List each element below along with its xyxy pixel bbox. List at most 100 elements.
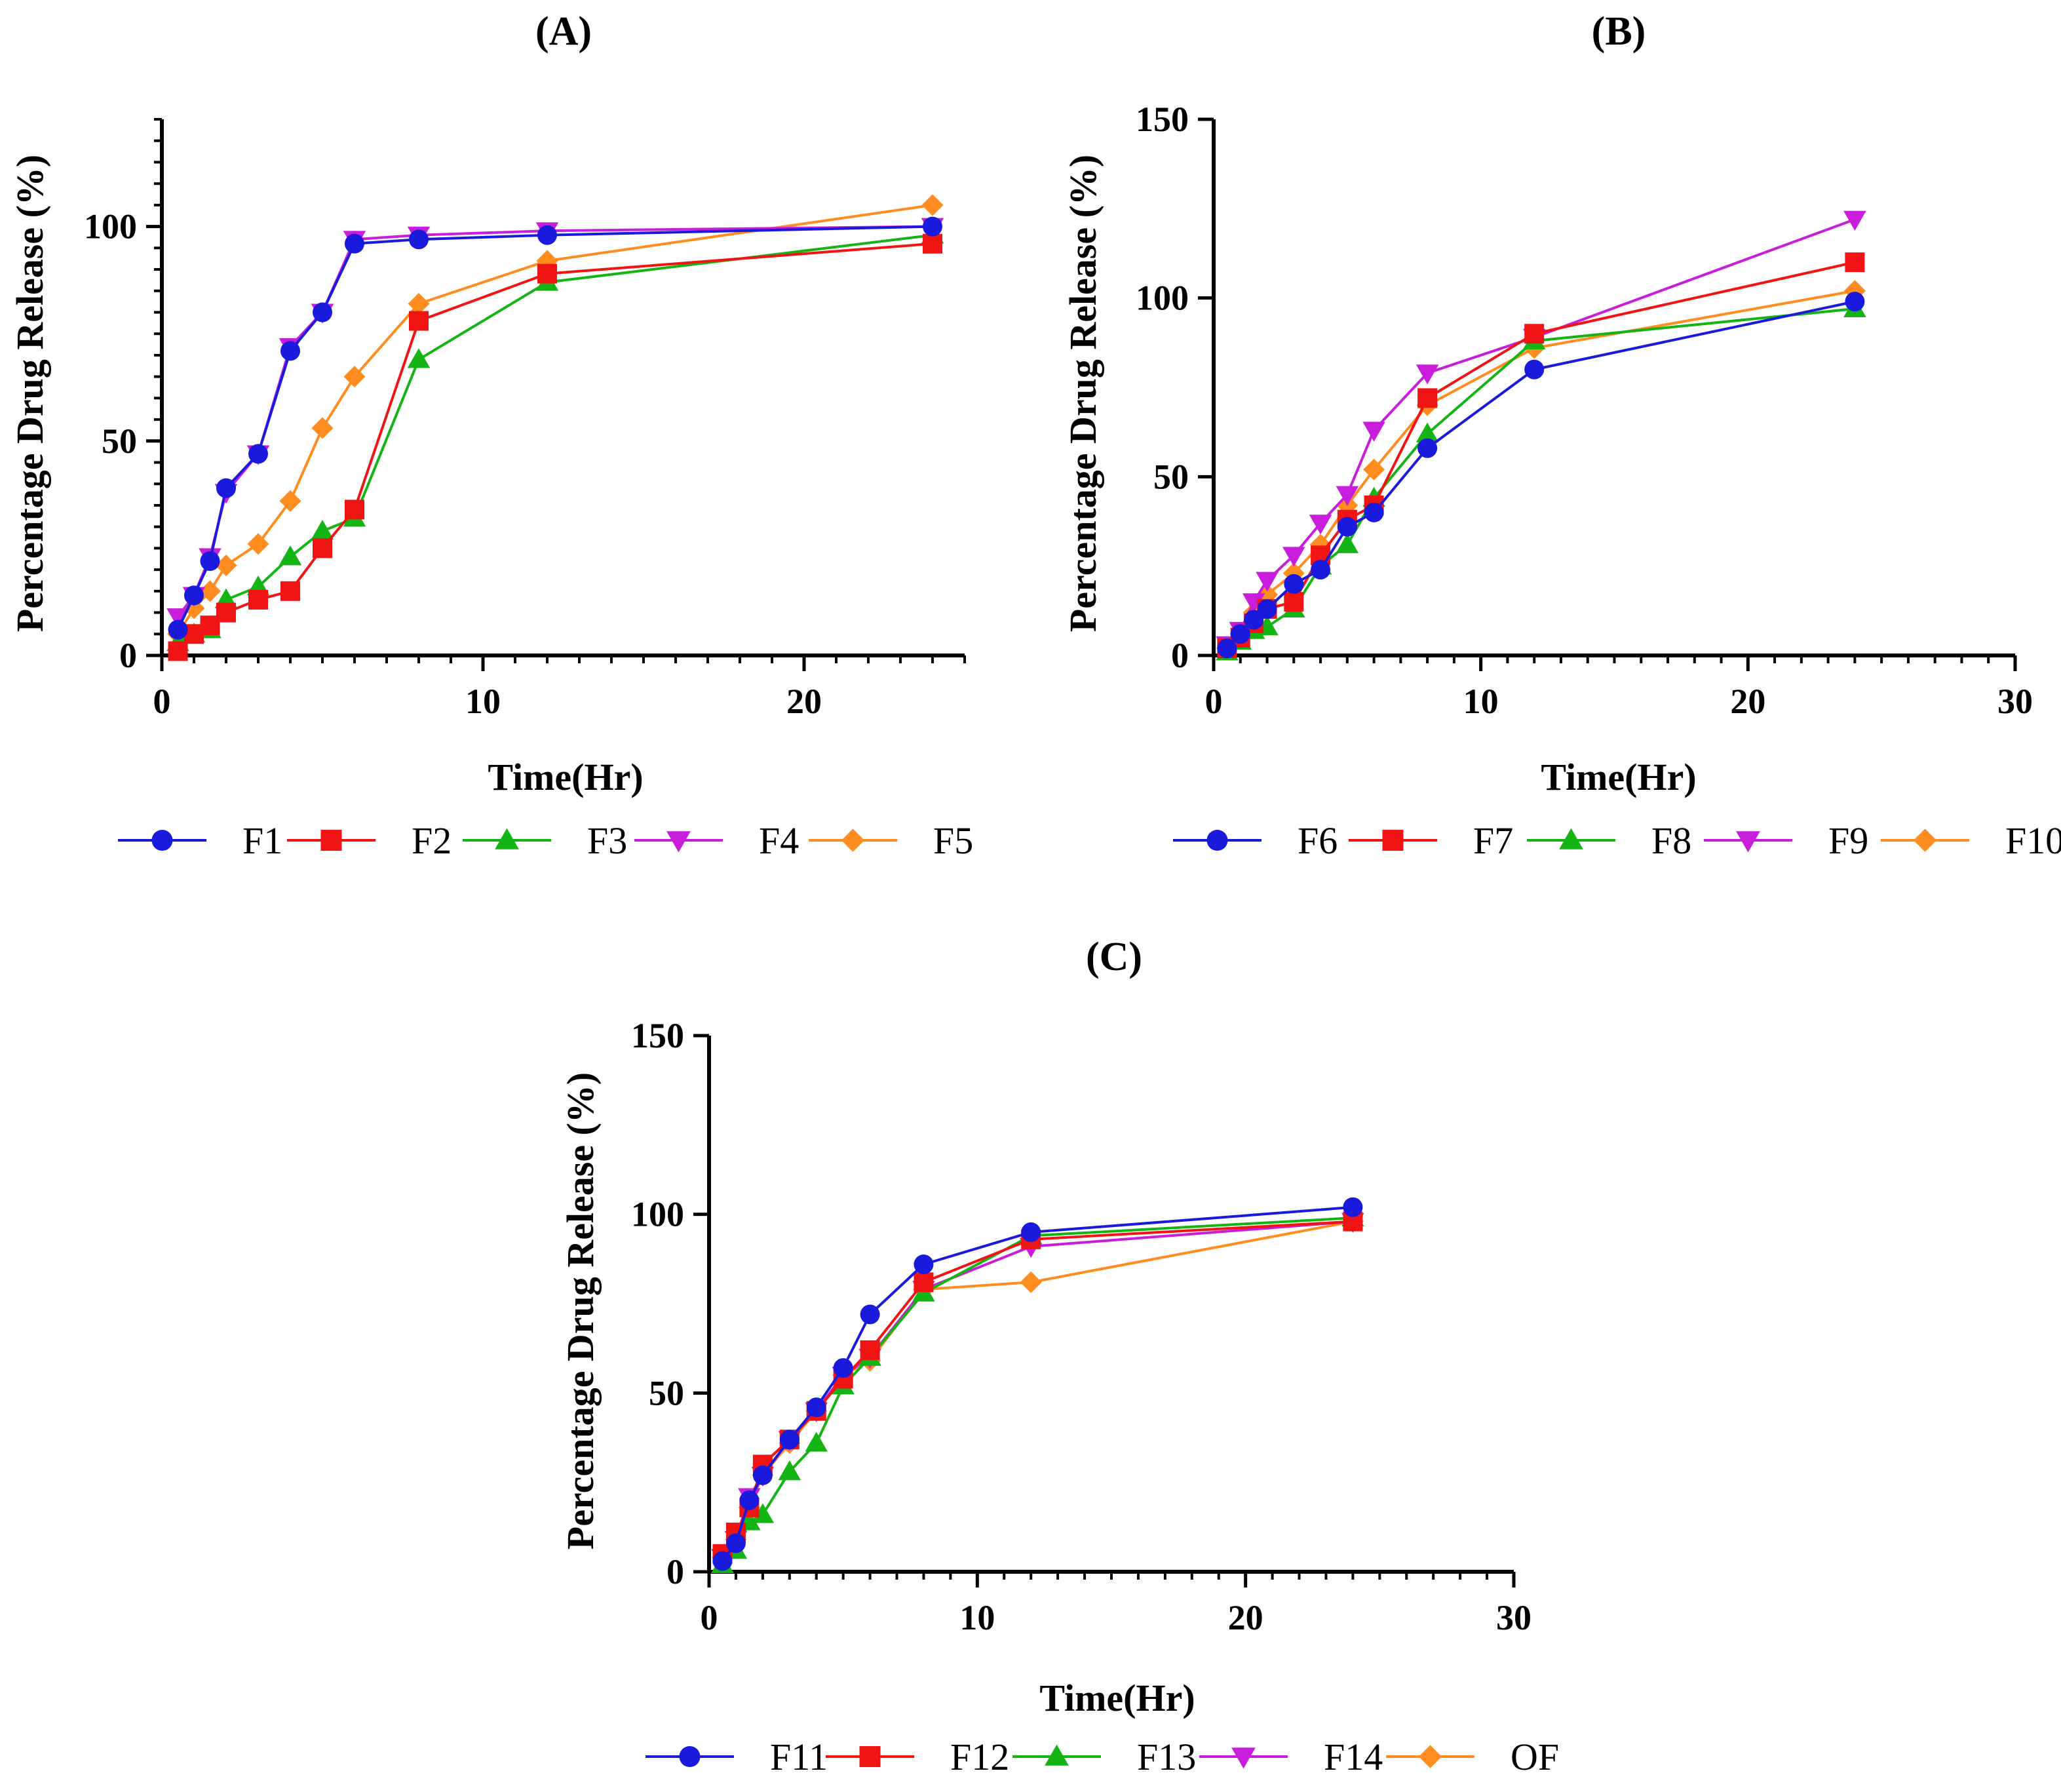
legend-item-f7: F7 [1349, 819, 1513, 862]
data-point [345, 233, 364, 254]
y-tick-label: 50 [1153, 457, 1189, 496]
legend-item-f5: F5 [809, 819, 973, 862]
data-point [712, 1551, 733, 1571]
panel-a-legend: F1 F2 F3 F4 F5 [118, 819, 973, 862]
legend-item-f6: F6 [1173, 819, 1338, 862]
legend-swatch-marker [151, 830, 173, 851]
data-point [1416, 364, 1439, 385]
x-tick-label: 20 [786, 682, 822, 721]
data-point [778, 1460, 801, 1481]
data-point [215, 555, 237, 577]
legend-swatch-marker [495, 828, 519, 849]
data-point [168, 641, 188, 661]
data-point [1244, 610, 1264, 630]
x-tick-label: 30 [1496, 1598, 1531, 1637]
legend-label: F13 [1137, 1736, 1196, 1778]
data-point [1845, 252, 1865, 273]
data-point [1282, 547, 1305, 567]
data-point [1363, 458, 1385, 480]
data-point [1257, 599, 1277, 619]
series-f2 [168, 233, 942, 661]
data-point [247, 533, 269, 555]
data-point [1336, 486, 1359, 506]
data-point [345, 499, 364, 520]
y-tick-label: 100 [631, 1195, 684, 1234]
panel-b: (B) Percentage Drug Release (%) Time(Hr)… [1062, 9, 2061, 862]
y-tick-label: 0 [1171, 636, 1189, 675]
legend-label: F8 [1651, 819, 1691, 862]
data-point [1364, 502, 1384, 522]
legend-item-f11: F11 [645, 1736, 828, 1778]
data-point [923, 216, 942, 237]
legend-label: F12 [950, 1736, 1009, 1778]
x-tick-label: 10 [465, 682, 501, 721]
data-point [1336, 533, 1359, 553]
data-point [166, 608, 189, 629]
legend-label: F3 [587, 819, 627, 862]
panel-c-legend: F11 F12 F13 F14 OF [645, 1736, 1559, 1778]
legend-item-f10: F10 [1881, 819, 2061, 862]
x-tick-label: 10 [1463, 682, 1499, 721]
data-point [1417, 438, 1438, 458]
y-tick-label: 150 [631, 1016, 684, 1055]
x-tick-label: 0 [153, 682, 171, 721]
data-point [200, 551, 220, 572]
data-point [805, 1432, 828, 1452]
panel-a-y-axis-label: Percentage Drug Release (%) [9, 155, 51, 632]
x-tick-label: 0 [1205, 682, 1223, 721]
data-point [1309, 515, 1332, 535]
data-point [311, 519, 334, 540]
panel-c-x-axis-label: Time(Hr) [1039, 1677, 1195, 1719]
data-point [199, 580, 221, 602]
legend-swatch-marker [1206, 830, 1228, 851]
series-f11 [712, 1197, 1363, 1571]
data-point [1343, 1197, 1363, 1217]
data-point [1256, 572, 1279, 592]
legend-label: F11 [770, 1736, 828, 1778]
data-point [1417, 388, 1438, 408]
legend-swatch-marker [1913, 828, 1937, 852]
panel-b-legend: F6 F7 F8 F9 F10 [1173, 819, 2061, 862]
data-point [860, 1304, 880, 1325]
data-point [751, 1503, 775, 1523]
legend-swatch-marker [1559, 828, 1583, 849]
legend-item-f8: F8 [1527, 819, 1691, 862]
panel-a: (A) Percentage Drug Release (%) Time(Hr)… [9, 9, 973, 862]
legend-label: F7 [1473, 819, 1513, 862]
data-point [313, 302, 332, 322]
legend-item-f3: F3 [463, 819, 627, 862]
x-tick-label: 10 [959, 1598, 995, 1637]
panel-b-y-axis-label: Percentage Drug Release (%) [1062, 155, 1104, 632]
x-tick-label: 20 [1228, 1598, 1263, 1637]
legend-label: F14 [1324, 1736, 1383, 1778]
panel-b-axes: 0 50 100 150 0 10 20 30 [1136, 100, 2033, 721]
y-tick-label: 100 [84, 207, 137, 246]
data-point [1020, 1271, 1042, 1293]
series-f1 [168, 216, 942, 640]
data-point [216, 478, 236, 498]
data-point [779, 1430, 799, 1450]
panel-a-axes: 0 50 100 0 10 20 [84, 118, 966, 721]
panel-a-plot-area [166, 194, 944, 661]
y-tick-label: 50 [649, 1373, 684, 1412]
legend-swatch-marker [1418, 1745, 1442, 1768]
data-point [279, 490, 301, 512]
data-point [407, 348, 431, 368]
legend-label: F10 [2005, 819, 2061, 862]
panel-c-y-axis-label: Percentage Drug Release (%) [559, 1072, 602, 1549]
y-tick-label: 150 [1136, 100, 1189, 139]
data-point [1230, 624, 1250, 644]
data-point [752, 1465, 773, 1485]
data-point [248, 589, 268, 610]
data-point [184, 585, 204, 606]
y-tick-label: 0 [666, 1552, 684, 1591]
legend-label: F9 [1828, 819, 1868, 862]
y-tick-label: 0 [119, 636, 137, 675]
legend-item-f13: F13 [1012, 1736, 1196, 1778]
legend-label: F4 [759, 819, 799, 862]
panel-c: (C) Percentage Drug Release (%) Time(Hr)… [559, 935, 1559, 1778]
data-point [248, 444, 268, 464]
legend-label: F2 [412, 819, 452, 862]
data-point [833, 1358, 853, 1378]
data-point [1416, 422, 1439, 442]
